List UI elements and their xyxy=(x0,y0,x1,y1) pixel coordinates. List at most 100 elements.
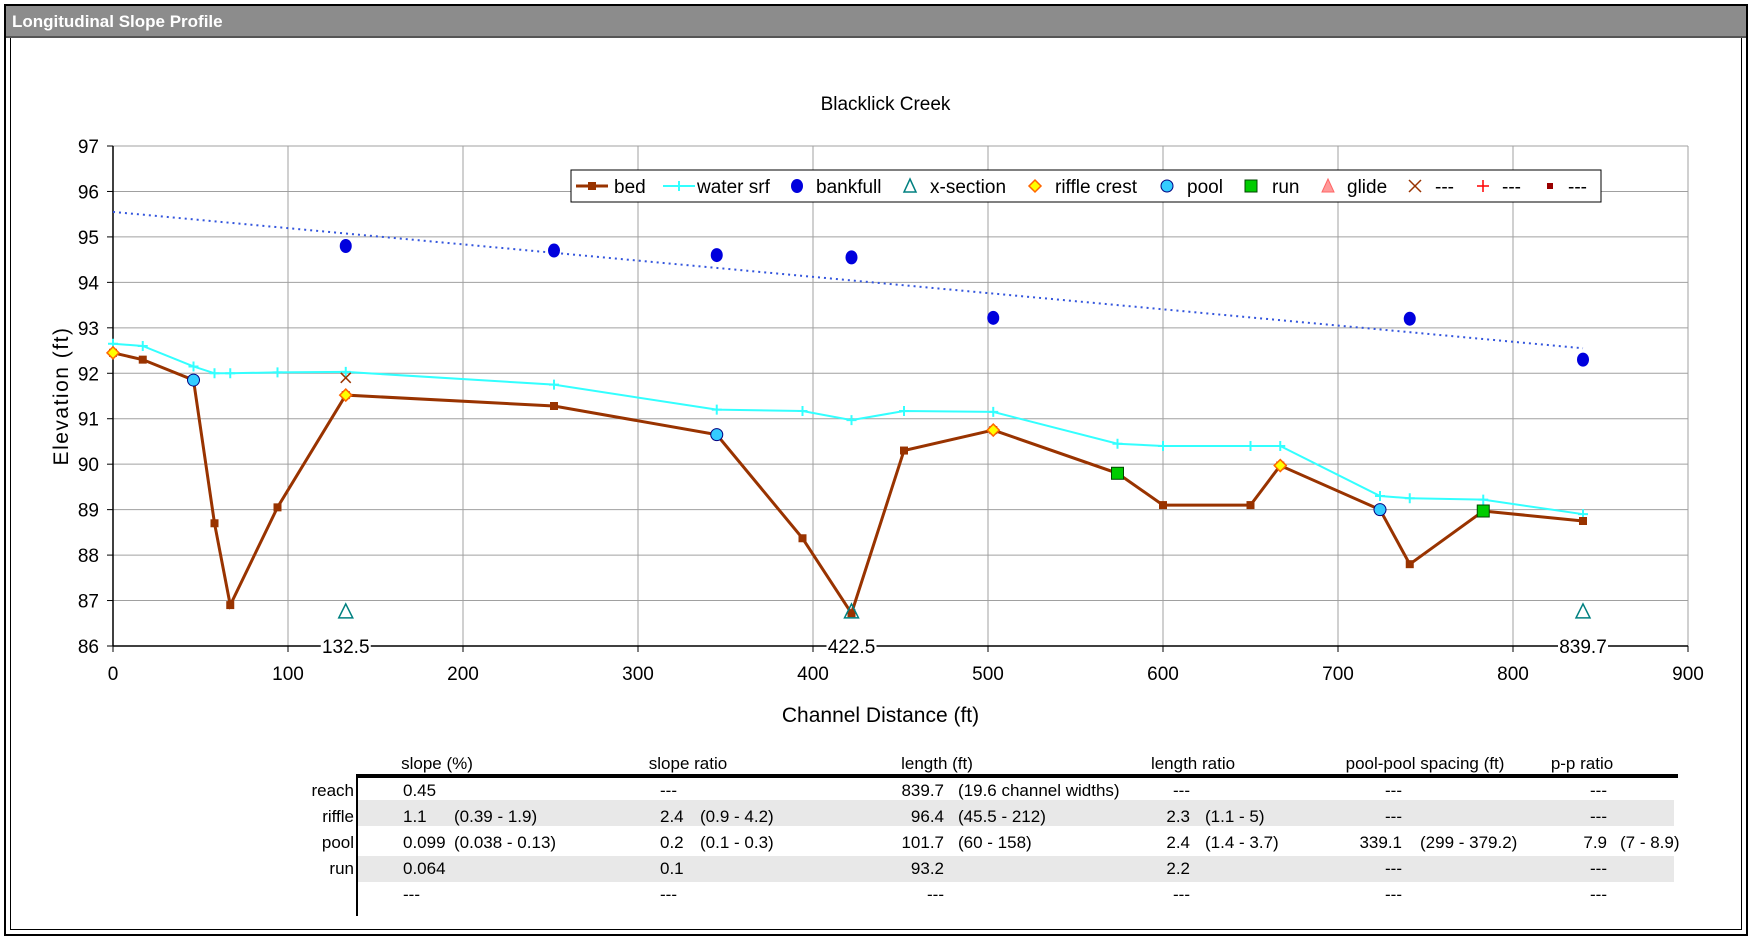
x-tick-label: 500 xyxy=(972,664,1004,685)
water-surface-point xyxy=(846,415,857,426)
x-tick-label: 700 xyxy=(1322,664,1354,685)
legend-label: bed xyxy=(614,177,646,198)
riffle-crest-point xyxy=(1273,458,1288,473)
water-surface-point xyxy=(988,406,999,417)
legend-plus-marker xyxy=(1477,180,1489,192)
bed-point xyxy=(1579,517,1587,525)
bed-point xyxy=(273,503,282,512)
legend-label: run xyxy=(1272,177,1299,198)
x-section-label-bg xyxy=(1558,635,1608,657)
y-tick-label: 92 xyxy=(78,364,99,385)
run-point xyxy=(1111,466,1124,480)
water-surface-point xyxy=(340,366,351,377)
x-section-distance-label: 422.5 xyxy=(828,637,876,658)
window-frame xyxy=(4,4,1748,936)
pool-point xyxy=(710,428,724,442)
legend-label: --- xyxy=(1435,177,1454,198)
legend-label: pool xyxy=(1187,177,1223,198)
x-axis-label: Channel Distance (ft) xyxy=(782,704,979,727)
bed-point xyxy=(900,446,908,455)
water-surface-point xyxy=(711,404,722,415)
legend-label: glide xyxy=(1347,177,1387,198)
legend-dash-marker xyxy=(1547,183,1553,189)
water-surface-point xyxy=(1245,441,1256,451)
water-surface-point xyxy=(899,406,909,416)
legend-label: --- xyxy=(1502,177,1521,198)
riffle-crest-point xyxy=(986,423,1001,438)
legend-x-marker xyxy=(1408,179,1422,193)
y-tick-label: 88 xyxy=(78,546,99,567)
x-section-point xyxy=(337,602,354,619)
y-tick-label: 90 xyxy=(78,455,99,476)
legend-bed-marker xyxy=(588,182,596,190)
y-tick-label: 93 xyxy=(78,319,99,340)
x-tick-label: 800 xyxy=(1497,664,1529,685)
y-tick-label: 89 xyxy=(78,501,99,522)
x-section-point xyxy=(843,602,860,619)
legend-label: x-section xyxy=(930,177,1006,198)
water-surface-point xyxy=(1112,438,1123,449)
water-surface-point xyxy=(272,367,283,378)
pool-point xyxy=(1373,503,1387,517)
bankfull-point xyxy=(339,239,352,253)
y-axis-label: Elevation (ft) xyxy=(50,327,73,466)
y-tick-label: 86 xyxy=(78,637,99,658)
x-tick-label: 600 xyxy=(1147,664,1179,685)
legend-label: --- xyxy=(1568,177,1587,198)
water-surface-point xyxy=(209,368,220,379)
legend-run-marker xyxy=(1244,179,1258,193)
pool-point xyxy=(187,373,200,387)
x-marker-point xyxy=(340,372,352,384)
water-surface-point xyxy=(1404,493,1415,504)
water-surface-point xyxy=(1375,491,1385,501)
y-tick-label: 95 xyxy=(78,228,99,249)
water-surface-point xyxy=(797,406,808,416)
x-section-distance-label: 132.5 xyxy=(322,637,370,658)
y-tick-label: 94 xyxy=(78,273,100,294)
x-tick-label: 200 xyxy=(447,664,479,685)
riffle-crest-point xyxy=(338,388,353,403)
legend-water-marker xyxy=(674,181,684,191)
x-tick-label: 900 xyxy=(1672,664,1704,685)
bed-point xyxy=(1405,560,1414,569)
bed-line xyxy=(112,351,1584,617)
legend-box xyxy=(570,169,1602,203)
legend-label: water srf xyxy=(696,177,771,198)
x-section-distance-label: 839.7 xyxy=(1559,637,1607,658)
bankfull-point xyxy=(987,310,1000,325)
legend-label: riffle crest xyxy=(1055,177,1138,198)
water-surface-point xyxy=(1478,494,1489,505)
chart-title: Blacklick Creek xyxy=(821,94,951,115)
title-bar: Longitudinal Slope Profile xyxy=(6,6,1746,38)
x-tick-label: 300 xyxy=(622,664,654,685)
riffle-crest-point xyxy=(105,345,121,360)
water-surface-point xyxy=(188,361,199,372)
y-tick-label: 87 xyxy=(78,592,99,613)
x-tick-label: 400 xyxy=(797,664,829,685)
x-tick-label: 100 xyxy=(272,664,304,685)
bed-point xyxy=(847,609,856,618)
legend-riffle-marker xyxy=(1027,178,1043,194)
window-title: Longitudinal Slope Profile xyxy=(12,12,223,31)
bankfull-point xyxy=(548,243,560,258)
bed-point xyxy=(226,601,235,610)
bankfull-point xyxy=(1403,311,1416,326)
legend-glide-marker xyxy=(1321,177,1335,193)
water-surface-point xyxy=(225,368,236,379)
legend-xsection-marker xyxy=(902,177,918,193)
y-tick-label: 91 xyxy=(78,410,99,431)
bed-point xyxy=(1159,501,1167,510)
water-surface-line xyxy=(112,342,1584,516)
bed-point xyxy=(798,534,807,543)
water-surface-point xyxy=(549,379,559,390)
bankfull-trend-line xyxy=(112,210,1584,350)
y-tick-label: 96 xyxy=(78,182,99,203)
bed-point xyxy=(1246,501,1255,510)
bed-point xyxy=(210,519,219,528)
bed-point xyxy=(138,355,147,364)
run-point xyxy=(1476,504,1490,518)
legend-bankfull-marker xyxy=(791,179,803,193)
legend-pool-marker xyxy=(1160,179,1174,193)
water-surface-point xyxy=(1158,441,1168,451)
